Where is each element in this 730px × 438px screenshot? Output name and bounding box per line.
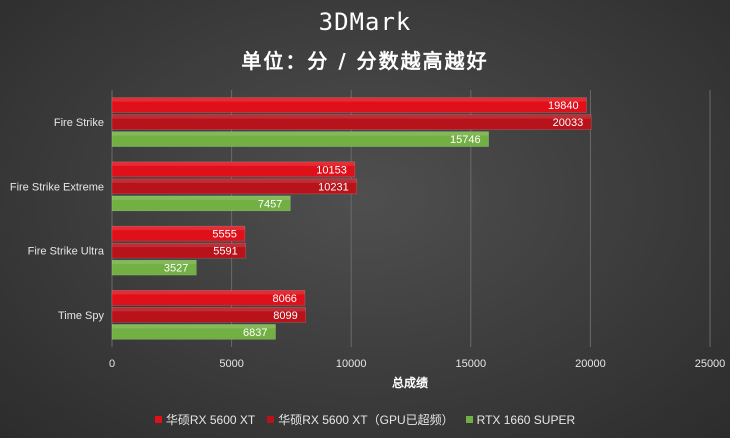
legend-swatch [465,416,473,423]
category-label: Fire Strike Extreme [10,181,104,193]
bar-highlight [112,178,357,183]
bar [111,242,246,259]
legend-label: 华硕RX 5600 XT（GPU已超频） [278,413,454,427]
bar-highlight [112,195,291,200]
bar [111,131,489,147]
x-tick-label: 15000 [456,358,487,370]
legend-swatch [267,416,275,423]
legend: 华硕RX 5600 XT 华硕RX 5600 XT（GPU已超频） RTX 1660… [0,411,730,428]
bar [111,324,276,340]
data-label: 7457 [258,198,282,210]
bar-highlight [112,97,587,102]
x-tick-label: 25000 [695,358,726,370]
x-tick-label: 5000 [219,358,243,370]
bar [111,195,291,212]
data-label: 10153 [316,164,347,176]
bar [111,225,246,242]
bar-highlight [112,324,276,329]
bar [111,259,197,276]
data-label: 8066 [272,293,296,305]
bar-highlight [112,290,305,295]
category-label: Fire Strike [54,117,104,129]
data-label: 19840 [548,100,579,112]
legend-label: RTX 1660 SUPER [476,412,576,427]
data-label: 5555 [212,229,236,241]
bar-highlight [112,131,489,136]
legend-item: RTX 1660 SUPER [465,411,576,428]
x-tick-label: 0 [109,358,115,370]
category-label: Time Spy [58,310,105,322]
chart-title: 3DMark [318,8,412,36]
data-label: 10231 [318,181,349,193]
data-label: 5591 [213,246,237,258]
bar-highlight [112,260,197,265]
legend-swatch [154,416,162,423]
bar [111,307,306,323]
x-tick-label: 20000 [575,358,606,370]
category-labels: Fire Strike Fire Strike Extreme Fire Strik… [10,117,105,322]
legend-label: 华硕RX 5600 XT [165,413,256,427]
bars: 19840 20033 15746 10153 10231 7457 5555 5591 352… [111,97,592,340]
bar [111,97,587,113]
chart-subtitle: 单位：分 / 分数越高越好 [241,49,489,73]
data-label: 3527 [164,263,188,275]
legend-item: 华硕RX 5600 XT [154,411,256,428]
bar-highlight [112,114,592,119]
legend-item: 华硕RX 5600 XT（GPU已超频） [267,411,454,428]
x-axis-label: 总成绩 [392,375,428,390]
bar-highlight [112,161,355,166]
bar [111,290,306,306]
data-label: 6837 [243,327,267,339]
bar-highlight [112,226,245,231]
bar-highlight [112,243,246,248]
bar [111,178,357,195]
category-label: Fire Strike Ultra [28,246,105,258]
bar-highlight [112,307,306,312]
bar [111,161,356,178]
x-tick-labels: 0 5000 10000 15000 20000 25000 [109,358,725,370]
bar [111,114,592,130]
x-tick-label: 10000 [336,358,367,370]
data-label: 15746 [450,134,481,146]
data-label: 20033 [553,117,584,129]
data-label: 8099 [273,310,297,322]
